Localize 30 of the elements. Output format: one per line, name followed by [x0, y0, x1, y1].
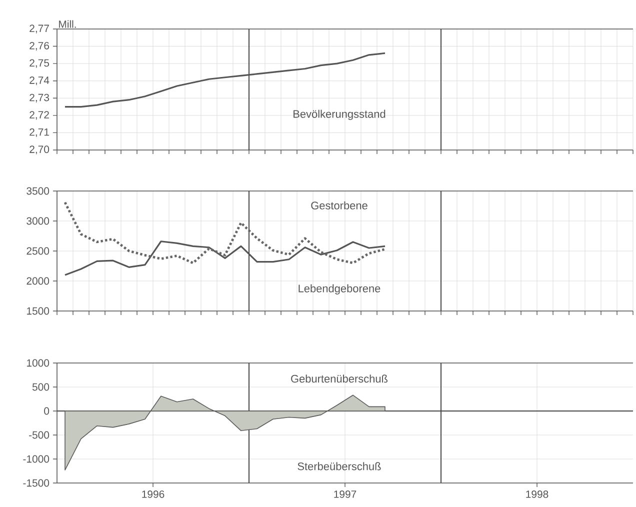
y-tick-label: 2,74 [30, 76, 50, 86]
y-axis-title: Mill. [59, 20, 76, 28]
y-tick-label: 3500 [26, 187, 50, 195]
text: Gestorbene [311, 201, 368, 210]
y-tick-label: 1000 [27, 359, 50, 367]
y-tick-label: 2000 [26, 277, 50, 285]
line-series [64, 201, 386, 264]
y-tick-label: 3000 [26, 217, 50, 225]
annotation: Sterbeüberschuß [298, 462, 381, 470]
text: Lebendgeborene [298, 284, 380, 294]
x-tick-label: 1997 [334, 490, 356, 498]
y-tick-label: 2,75 [30, 59, 50, 68]
y-tick-label: 0 [44, 407, 50, 415]
y-tick-label: 2,77 [30, 24, 49, 34]
y-tick-label: 2500 [26, 247, 50, 255]
y-tick-label: -1500 [23, 479, 50, 487]
annotation: Geburtenüberschuß [291, 374, 388, 383]
y-tick-label: -1000 [23, 455, 50, 463]
x-tick-label: 1998 [526, 490, 548, 498]
line-series [64, 240, 386, 276]
y-tick-label: -500 [29, 431, 50, 439]
y-tick-label: 2,72 [30, 111, 49, 120]
text: Bevölkerungsstand [294, 110, 386, 120]
y-tick-label: 500 [32, 383, 50, 391]
y-tick-label: 2,76 [30, 42, 50, 51]
x-tick-label: 1996 [142, 490, 164, 498]
y-tick-label: 2,71 [30, 128, 49, 138]
y-tick-label: 2,70 [30, 146, 50, 154]
y-tick-label: 1500 [27, 307, 50, 315]
y-tick-label: 2,73 [30, 94, 50, 102]
